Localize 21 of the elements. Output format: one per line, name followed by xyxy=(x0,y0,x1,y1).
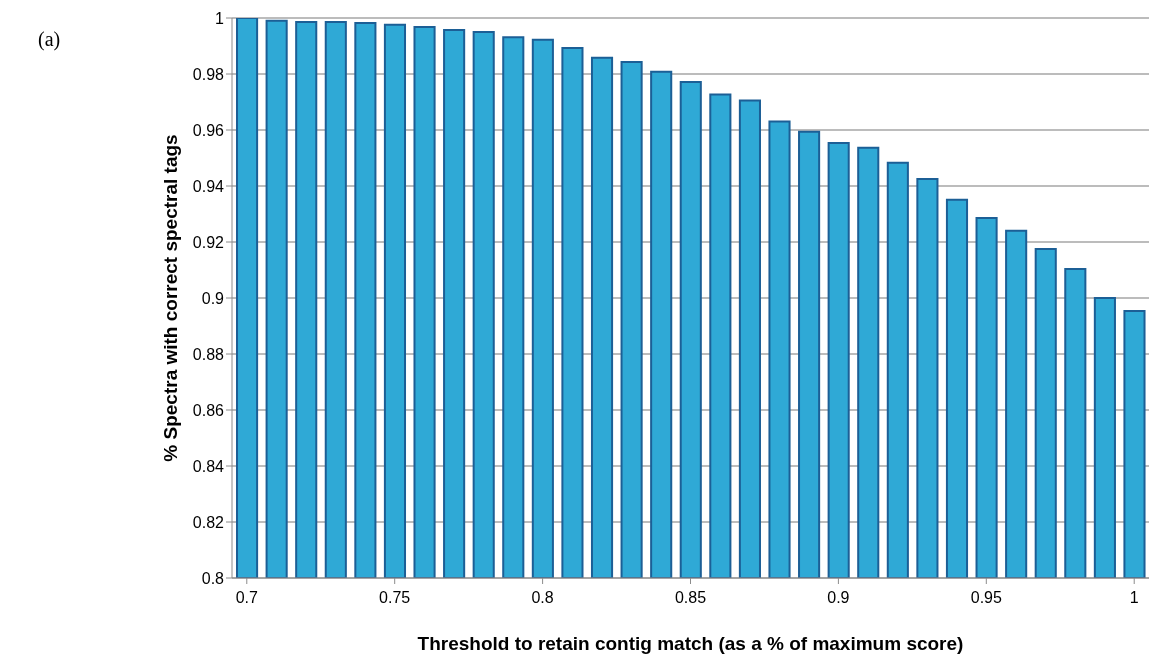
y-tick-label: 0.84 xyxy=(192,457,225,475)
y-tick-label: 0.9 xyxy=(201,289,225,307)
x-axis-title: Threshold to retain contig match (as a % of maximum score) xyxy=(417,633,964,654)
y-tick-label: 0.8 xyxy=(201,569,225,587)
x-tick-label: 0.8 xyxy=(531,589,554,607)
x-tick-label: 0.95 xyxy=(970,589,1002,607)
y-tick-label: 0.86 xyxy=(192,401,225,419)
y-tick-label: 0.82 xyxy=(192,513,225,531)
x-tick-label: 0.7 xyxy=(235,589,259,607)
x-tick-label: 0.75 xyxy=(379,589,411,607)
y-tick-label: 0.98 xyxy=(192,65,225,83)
y-tick-label: 1 xyxy=(215,9,225,27)
y-tick-label: 0.94 xyxy=(192,177,225,195)
y-tick-label: 0.88 xyxy=(192,345,225,363)
y-tick-label: 0.96 xyxy=(192,121,225,139)
x-tick-label: 0.9 xyxy=(827,589,850,607)
text: (a) xyxy=(38,28,61,51)
x-tick-label: 1 xyxy=(1129,589,1139,607)
y-tick-label: 0.92 xyxy=(192,233,225,251)
x-tick-label: 0.85 xyxy=(674,589,707,607)
y-axis-title: % Spectra with correct spectral tags xyxy=(159,134,181,462)
